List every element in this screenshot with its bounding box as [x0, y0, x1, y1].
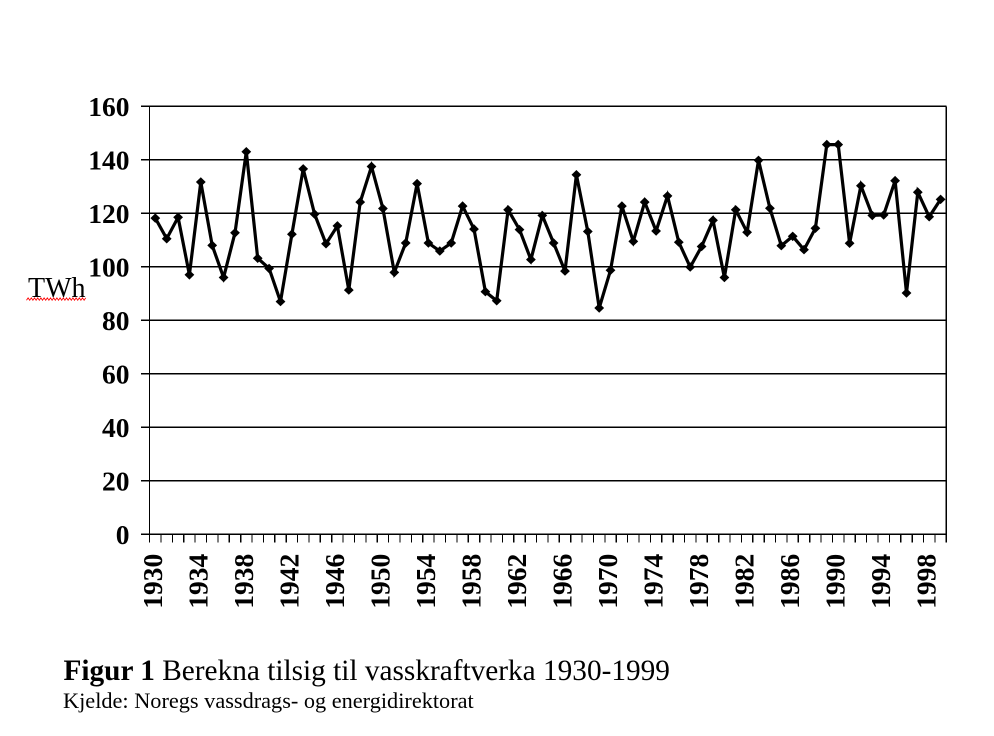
svg-text:1998: 1998 [911, 554, 942, 609]
svg-text:0: 0 [116, 519, 130, 550]
svg-text:1950: 1950 [364, 554, 395, 609]
svg-text:80: 80 [102, 305, 130, 336]
svg-text:1942: 1942 [273, 554, 304, 609]
svg-text:1970: 1970 [592, 554, 623, 609]
svg-text:1978: 1978 [683, 554, 714, 609]
svg-text:1994: 1994 [865, 554, 896, 609]
svg-text:1946: 1946 [319, 554, 350, 609]
svg-text:1938: 1938 [228, 554, 259, 609]
svg-text:1934: 1934 [182, 554, 213, 609]
svg-text:1986: 1986 [774, 554, 805, 609]
svg-text:1958: 1958 [456, 554, 487, 609]
svg-text:1962: 1962 [501, 554, 532, 609]
svg-text:Figur 1 Berekna tilsig til vas: Figur 1 Berekna tilsig til vasskraftverk… [64, 655, 670, 687]
svg-text:1974: 1974 [638, 554, 669, 609]
svg-text:140: 140 [88, 145, 129, 176]
svg-text:160: 160 [88, 91, 129, 122]
svg-text:1990: 1990 [820, 554, 851, 609]
svg-text:60: 60 [102, 359, 130, 390]
svg-text:40: 40 [102, 412, 130, 443]
svg-text:1982: 1982 [729, 554, 760, 609]
svg-text:120: 120 [88, 198, 129, 229]
svg-text:Kjelde: Noregs vassdrags- og e: Kjelde: Noregs vassdrags- og energidirek… [63, 688, 475, 713]
svg-text:1930: 1930 [137, 554, 168, 609]
svg-text:20: 20 [102, 466, 130, 497]
svg-text:1954: 1954 [410, 554, 441, 609]
svg-text:1966: 1966 [547, 554, 578, 609]
svg-text:100: 100 [88, 252, 129, 283]
